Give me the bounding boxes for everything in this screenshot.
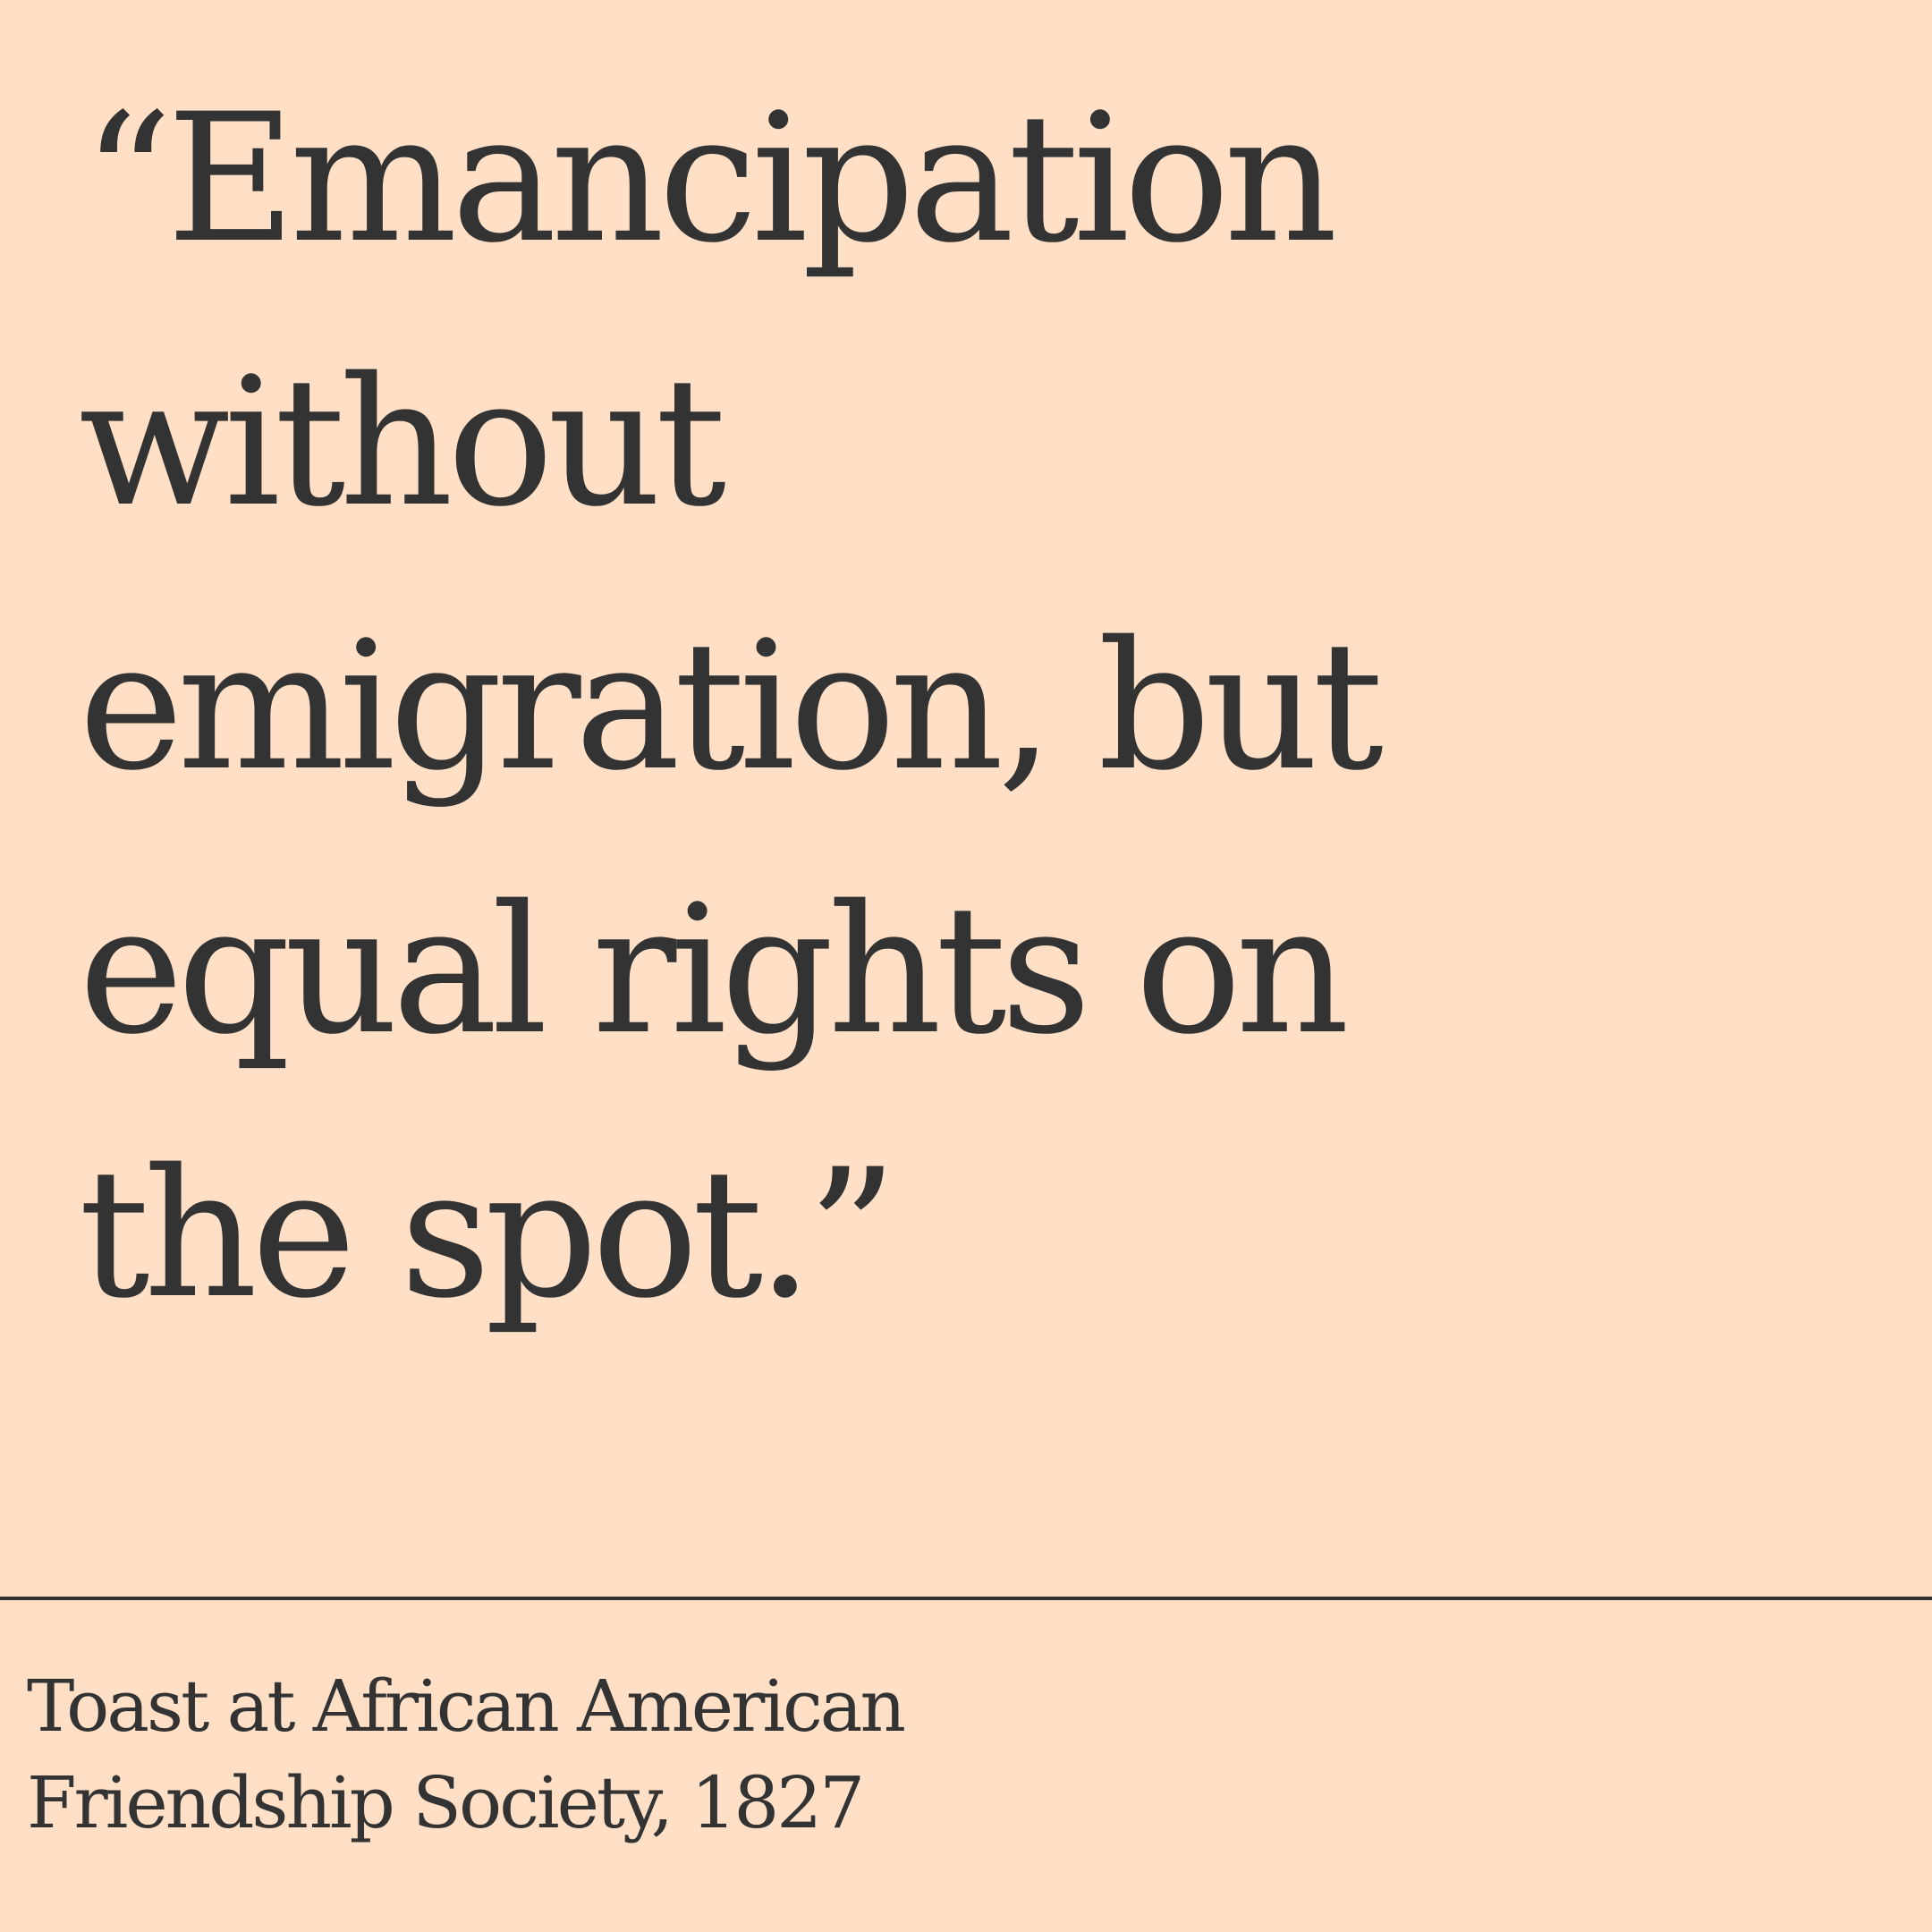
- quote-line-2: without: [79, 339, 726, 546]
- quote-line-5: the spot.”: [79, 1131, 898, 1337]
- attribution-line-2: Friendship Society, 1827: [27, 1761, 865, 1844]
- quote-line-3: emigration, but: [79, 603, 1384, 809]
- quote-line-4: equal rights on: [79, 867, 1350, 1073]
- attribution: Toast at African American Friendship Soc…: [27, 1658, 1816, 1852]
- quote-text: “Emancipation without emigration, but eq…: [79, 47, 1850, 1366]
- quote-line-1: “Emancipation: [82, 75, 1338, 282]
- divider: [0, 1597, 1932, 1600]
- attribution-line-1: Toast at African American: [27, 1665, 906, 1748]
